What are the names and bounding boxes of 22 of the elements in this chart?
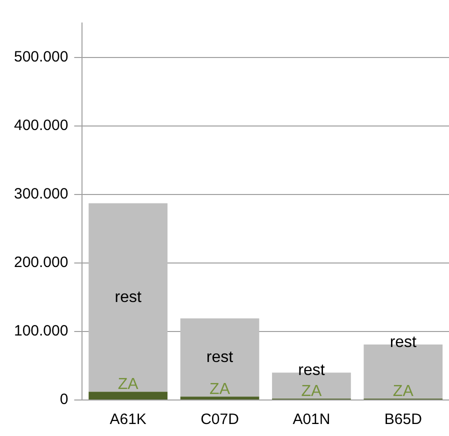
text: rest — [114, 288, 142, 306]
text: ZA — [392, 383, 414, 400]
y-tick-label: 500.000 — [14, 48, 68, 66]
bar — [180, 396, 260, 400]
x-tick-label: C07D — [200, 411, 240, 428]
y-tick-label: 400.000 — [14, 116, 68, 134]
x-tick-label: B65D — [384, 411, 422, 428]
y-tick-label: 300.000 — [14, 186, 68, 203]
y-tick-label: 0 — [60, 391, 68, 408]
y-tick-label: 200.000 — [14, 254, 68, 272]
text: rest — [390, 334, 416, 351]
bar — [88, 392, 168, 400]
bar — [180, 318, 260, 397]
text: rest — [206, 348, 234, 366]
x-tick-label: A01N — [292, 411, 330, 428]
bar — [88, 203, 168, 392]
series-label: ZA — [301, 383, 322, 400]
x-tick-label: A61K — [110, 411, 146, 428]
y-tick-label: 100.000 — [14, 322, 68, 340]
text: ZA — [210, 380, 230, 398]
text: ZA — [118, 376, 138, 394]
series-label: rest — [298, 362, 326, 379]
